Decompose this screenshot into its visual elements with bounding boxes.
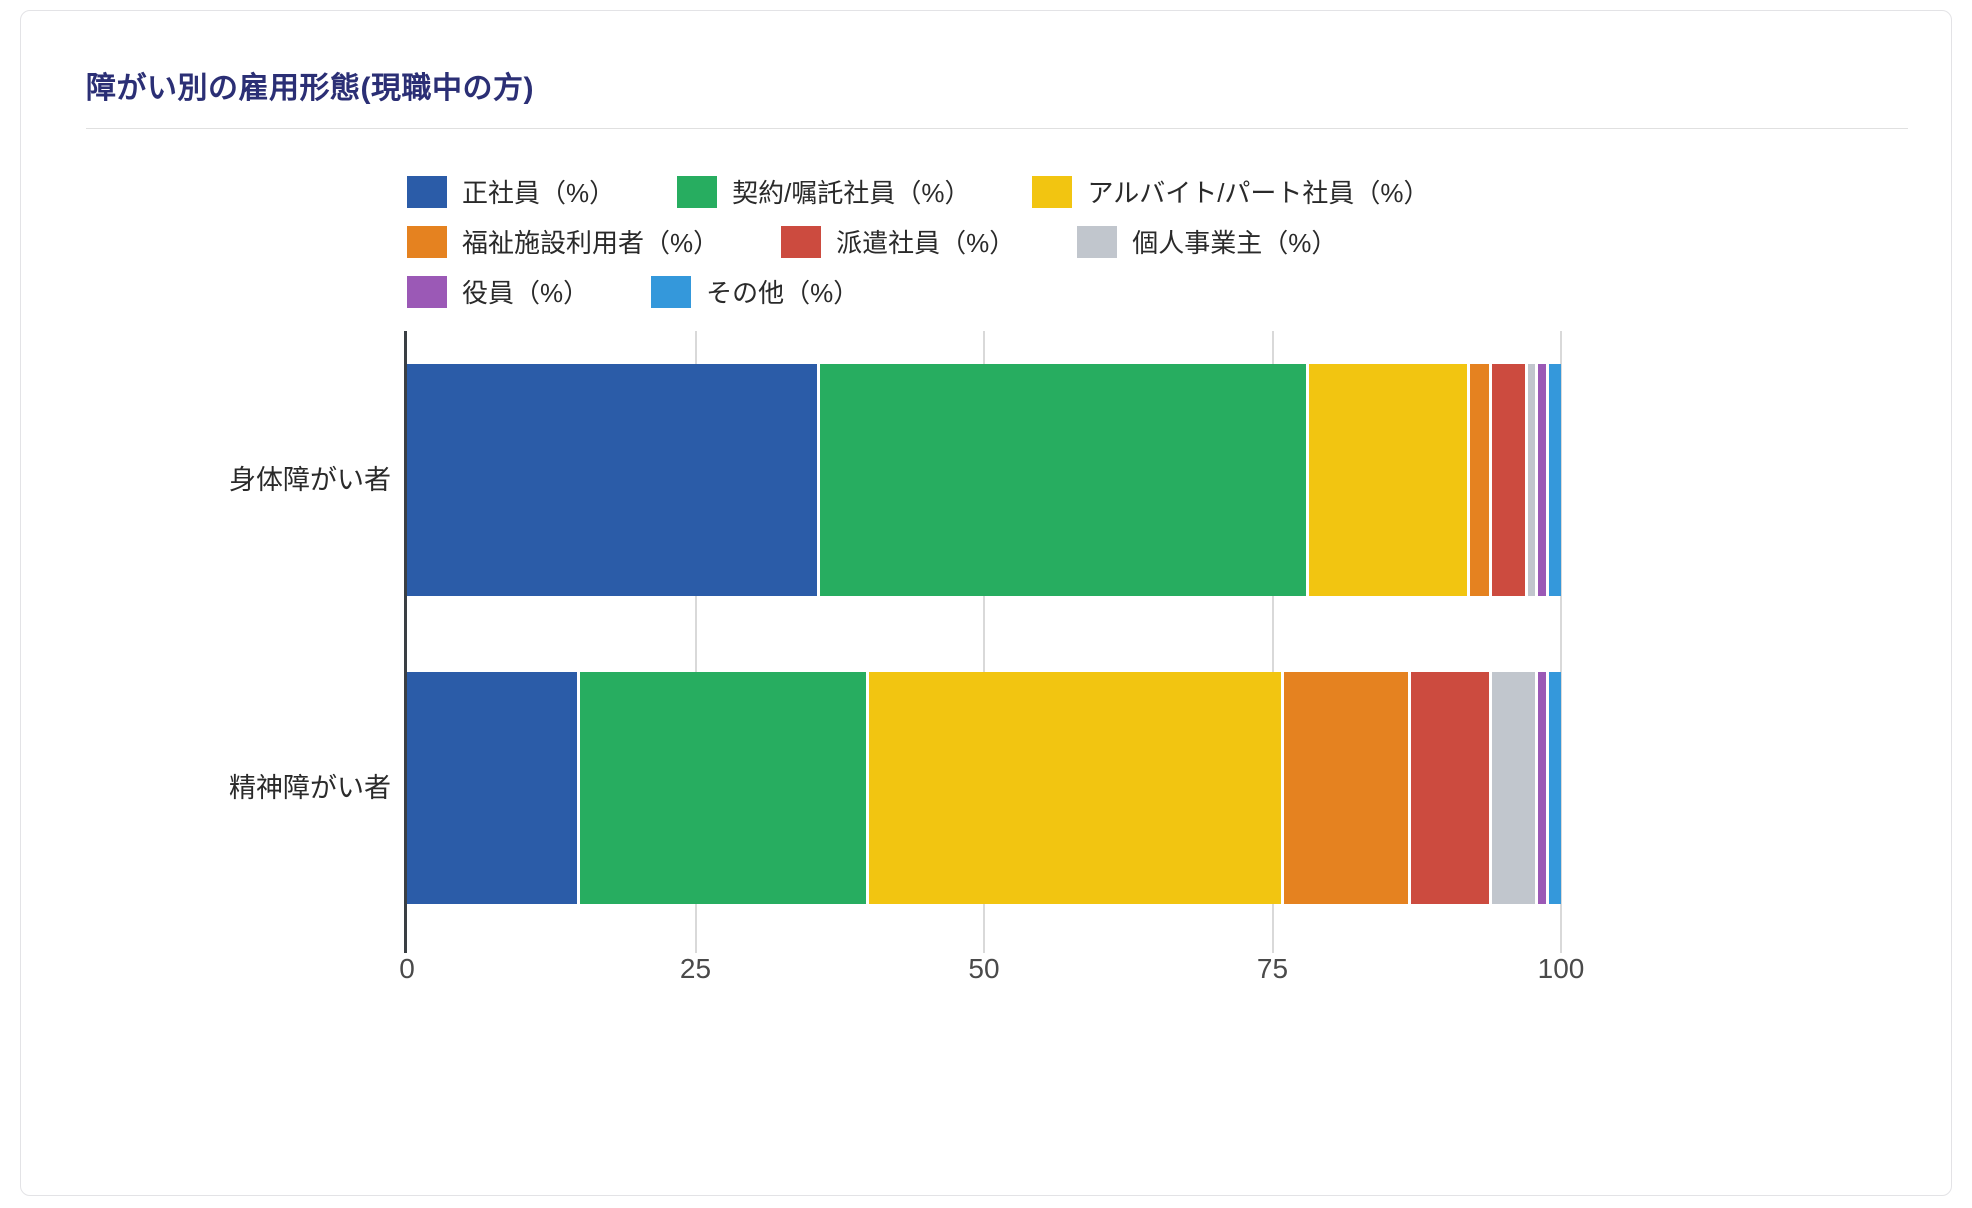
title-divider xyxy=(86,128,1908,129)
bar-segment xyxy=(580,672,866,904)
bar-segment xyxy=(1549,364,1561,596)
y-axis-label: 身体障がい者 xyxy=(229,465,391,495)
bar-segment xyxy=(1537,364,1547,596)
legend-swatch-icon xyxy=(407,275,447,308)
legend-swatch-icon xyxy=(1077,225,1118,258)
bar-segment xyxy=(1469,364,1489,596)
legend-item[interactable]: その他（%） xyxy=(651,273,859,310)
bar-segment xyxy=(820,364,1307,596)
x-tick-label: 25 xyxy=(679,953,712,984)
legend-swatch-icon xyxy=(1032,175,1073,208)
bar-segment xyxy=(1549,672,1561,904)
y-axis-label: 精神障がい者 xyxy=(229,773,391,803)
legend: 正社員（%） 契約/嘱託社員（%） アルバイト/パート社員（%） 福祉施設利用者（%）… xyxy=(407,173,1430,310)
page-title: 障がい別の雇用形態(現職中の方) xyxy=(86,72,534,105)
legend-label: 派遣社員（%） xyxy=(836,228,1016,258)
legend-swatch-icon xyxy=(651,275,692,308)
x-tick-label: 50 xyxy=(968,953,1000,984)
legend-row: 役員（%） その他（%） xyxy=(407,273,1430,310)
legend-swatch-icon xyxy=(781,225,822,258)
bar-segment xyxy=(1410,672,1489,904)
bar-segment xyxy=(868,672,1282,904)
legend-item[interactable]: 福祉施設利用者（%） xyxy=(407,223,719,260)
legend-label: 個人事業主（%） xyxy=(1132,228,1338,258)
y-axis-line xyxy=(404,331,407,953)
legend-swatch-icon xyxy=(407,175,447,208)
legend-item[interactable]: 役員（%） xyxy=(407,273,589,310)
gridline xyxy=(1560,331,1562,953)
legend-label: 福祉施設利用者（%） xyxy=(462,228,720,258)
bar-segment xyxy=(1537,672,1547,904)
bar-segment xyxy=(1309,364,1467,596)
legend-item[interactable]: 契約/嘱託社員（%） xyxy=(677,173,970,210)
legend-item[interactable]: アルバイト/パート社員（%） xyxy=(1032,173,1430,210)
bar-精神障がい者 xyxy=(407,672,1561,904)
plot-area xyxy=(404,331,1562,953)
gridline xyxy=(983,331,985,953)
legend-label: 契約/嘱託社員（%） xyxy=(732,178,971,208)
gridline xyxy=(694,331,697,953)
legend-row: 正社員（%） 契約/嘱託社員（%） アルバイト/パート社員（%） xyxy=(407,173,1430,210)
bar-身体障がい者 xyxy=(407,364,1561,596)
x-tick-label: 75 xyxy=(1256,953,1289,984)
legend-swatch-icon xyxy=(407,225,447,258)
legend-row: 福祉施設利用者（%） 派遣社員（%） 個人事業主（%） xyxy=(407,223,1430,260)
x-tick-label: 0 xyxy=(399,953,415,984)
legend-item[interactable]: 派遣社員（%） xyxy=(781,223,1015,260)
bar-segment xyxy=(1284,672,1408,904)
bar-segment xyxy=(1527,364,1535,596)
bar-segment xyxy=(1491,364,1525,596)
x-axis-labels: 0 25 50 75 100 xyxy=(399,953,1584,993)
gridline xyxy=(1271,331,1274,953)
legend-label: アルバイト/パート社員（%） xyxy=(1087,178,1430,208)
legend-label: その他（%） xyxy=(706,278,860,308)
legend-label: 正社員（%） xyxy=(462,178,616,208)
bar-segment xyxy=(1491,672,1535,904)
x-tick-label: 100 xyxy=(1537,953,1585,984)
legend-item[interactable]: 正社員（%） xyxy=(407,173,615,210)
legend-swatch-icon xyxy=(677,175,718,208)
chart-card: 障がい別の雇用形態(現職中の方) 正社員（%） 契約/嘱託社員（%） アルバイト/パ… xyxy=(20,10,1952,1196)
bar-segment xyxy=(407,672,578,904)
legend-item[interactable]: 個人事業主（%） xyxy=(1077,223,1337,260)
bar-segment xyxy=(407,364,818,596)
legend-label: 役員（%） xyxy=(462,278,590,308)
